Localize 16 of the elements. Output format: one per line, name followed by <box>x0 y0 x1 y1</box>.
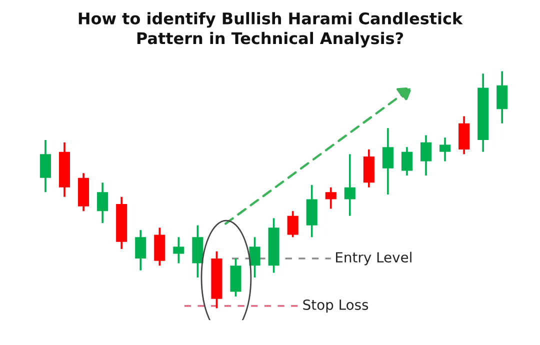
candlestick <box>135 229 146 272</box>
candlestick <box>344 153 356 217</box>
candlestick <box>382 127 394 196</box>
candlestick <box>173 236 184 264</box>
candlestick <box>420 134 432 176</box>
candlestick <box>40 139 51 194</box>
chart-title: How to identify Bullish Harami Candlestick Pattern in Technical Analysis? <box>78 12 463 48</box>
candlestick <box>325 186 336 210</box>
candlestick <box>287 210 298 238</box>
candlestick <box>440 136 451 162</box>
candlestick <box>249 236 260 278</box>
candlestick <box>97 182 108 224</box>
ref-line-label: Stop Loss <box>303 299 368 313</box>
candlestick <box>401 146 412 176</box>
candlestick <box>496 70 508 124</box>
ref-line-label: Entry Level <box>336 252 412 266</box>
